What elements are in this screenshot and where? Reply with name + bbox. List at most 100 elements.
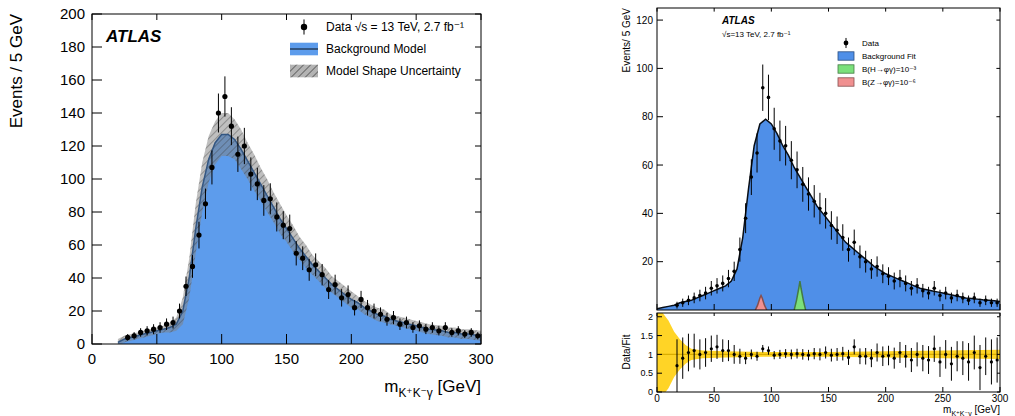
y-tick bbox=[657, 68, 663, 69]
data-point bbox=[727, 349, 730, 352]
y-tick bbox=[92, 80, 102, 81]
data-point bbox=[761, 347, 764, 350]
area-line bbox=[118, 134, 481, 342]
data-point bbox=[738, 248, 742, 252]
data-point bbox=[956, 355, 959, 358]
x-tick bbox=[156, 334, 157, 344]
data-point bbox=[841, 352, 844, 355]
data-point bbox=[881, 272, 885, 276]
legend-symbol bbox=[838, 65, 854, 73]
legend-label: Data √s = 13 TeV, 2.7 fb⁻¹ bbox=[326, 20, 464, 34]
data-point bbox=[475, 333, 480, 338]
x-tick bbox=[221, 334, 222, 344]
y-tick bbox=[997, 316, 1000, 317]
data-point bbox=[790, 158, 794, 162]
y-tick-label: 60 bbox=[68, 236, 85, 253]
y-tick-label: 1 bbox=[648, 350, 653, 360]
x-tick bbox=[221, 14, 222, 20]
legend-symbol bbox=[838, 52, 854, 60]
y-tick bbox=[996, 261, 1000, 262]
data-point bbox=[847, 248, 851, 252]
data-point bbox=[807, 354, 810, 357]
data-point bbox=[255, 181, 260, 186]
area-fill bbox=[755, 296, 766, 311]
y-tick bbox=[997, 392, 1000, 393]
y-tick-label: 100 bbox=[60, 170, 85, 187]
x-tick bbox=[657, 304, 658, 310]
data-point bbox=[921, 289, 925, 293]
x-tick bbox=[286, 334, 287, 344]
x-tick bbox=[1000, 8, 1001, 12]
y-tick bbox=[996, 213, 1000, 214]
legend-label: Background Fit bbox=[862, 52, 917, 61]
data-point bbox=[761, 86, 765, 90]
legend-label: Background Model bbox=[326, 42, 426, 56]
data-point bbox=[710, 347, 713, 350]
y-tick bbox=[475, 146, 481, 147]
data-point bbox=[933, 347, 936, 350]
data-point bbox=[698, 353, 701, 356]
x-tick bbox=[351, 14, 352, 20]
data-point bbox=[469, 330, 474, 335]
data-point bbox=[830, 354, 833, 357]
y-tick-label: 180 bbox=[60, 38, 85, 55]
data-point bbox=[738, 355, 741, 358]
data-point bbox=[352, 305, 357, 310]
data-point bbox=[203, 201, 208, 206]
data-point bbox=[767, 96, 771, 100]
x-tick-label: 100 bbox=[209, 350, 234, 367]
y-tick-label: 1.5 bbox=[640, 331, 653, 341]
data-point bbox=[294, 251, 299, 256]
x-tick bbox=[942, 313, 943, 316]
data-point bbox=[358, 297, 363, 302]
data-point bbox=[973, 351, 976, 354]
data-point bbox=[784, 144, 788, 148]
x-tick bbox=[885, 313, 886, 316]
data-point bbox=[339, 295, 344, 300]
data-point bbox=[681, 357, 684, 360]
annotation: ATLAS bbox=[105, 27, 162, 46]
axis-title-sub: K⁺K⁻γ bbox=[951, 410, 972, 416]
y-tick bbox=[657, 20, 663, 21]
x-tick bbox=[885, 304, 886, 310]
axis-title-part: [GeV] bbox=[433, 377, 481, 396]
y-tick-label: 40 bbox=[68, 269, 85, 286]
annotation: √s=13 TeV, 2.7 fb⁻¹ bbox=[722, 30, 791, 39]
y-tick-label: 100 bbox=[636, 63, 653, 74]
data-point bbox=[320, 272, 325, 277]
data-point bbox=[436, 328, 441, 333]
x-tick bbox=[771, 8, 772, 12]
data-point bbox=[755, 355, 758, 358]
y-tick-label: 80 bbox=[68, 203, 85, 220]
y-tick bbox=[657, 335, 662, 336]
y-tick bbox=[475, 179, 481, 180]
data-point bbox=[858, 355, 861, 358]
data-point bbox=[812, 199, 816, 203]
data-point bbox=[287, 226, 292, 231]
data-point bbox=[927, 358, 930, 361]
y-tick bbox=[475, 47, 481, 48]
data-point bbox=[190, 264, 195, 269]
band-center bbox=[657, 354, 1000, 355]
data-point bbox=[944, 353, 947, 356]
x-tick-label: 150 bbox=[274, 350, 299, 367]
y-tick bbox=[92, 212, 102, 213]
y-tick-label: 120 bbox=[636, 15, 653, 26]
x-tick-label: 250 bbox=[404, 350, 429, 367]
annotation: ATLAS bbox=[721, 15, 755, 26]
y-tick bbox=[475, 113, 481, 114]
data-point bbox=[772, 127, 776, 131]
data-point bbox=[687, 299, 691, 303]
legend-symbol bbox=[290, 65, 318, 78]
x-tick bbox=[942, 304, 943, 310]
data-point bbox=[692, 296, 696, 300]
data-point bbox=[830, 224, 834, 228]
data-point bbox=[229, 124, 234, 129]
area-line bbox=[794, 281, 805, 310]
data-point bbox=[824, 351, 827, 354]
data-point bbox=[693, 349, 696, 352]
data-point bbox=[972, 296, 976, 300]
axis-title: Data/Fit bbox=[621, 334, 632, 369]
y-tick bbox=[996, 68, 1000, 69]
data-point bbox=[313, 262, 318, 267]
